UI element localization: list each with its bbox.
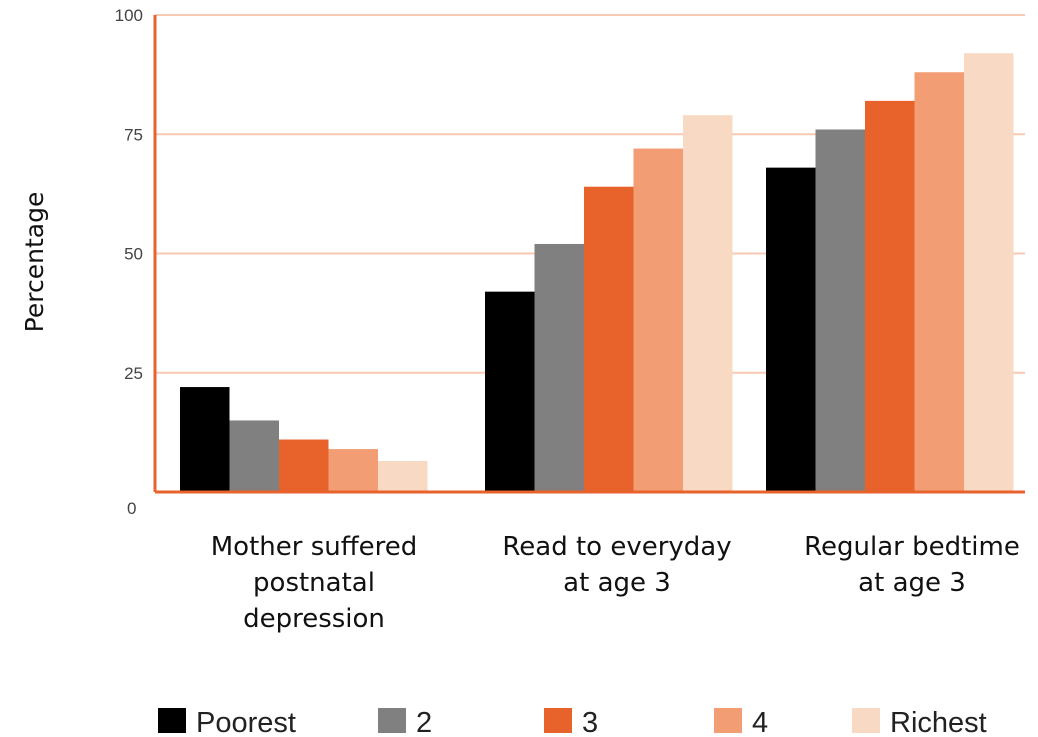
y-tick-label: 75 xyxy=(124,125,143,144)
bar xyxy=(229,420,279,492)
bar xyxy=(914,72,964,493)
axes xyxy=(153,15,1025,494)
y-tick-label: 0 xyxy=(127,499,136,518)
bar xyxy=(815,129,865,493)
legend-swatch xyxy=(544,708,572,733)
bar xyxy=(328,449,378,492)
y-tick-labels: 0 25 50 75 100 xyxy=(115,6,143,518)
legend-swatch xyxy=(714,708,742,733)
bar xyxy=(485,291,535,492)
y-axis-label: Percentage xyxy=(20,192,49,333)
bar xyxy=(633,148,683,492)
bars xyxy=(180,53,1014,493)
bar xyxy=(683,115,733,493)
category-label: Read to everyday xyxy=(502,532,731,562)
y-tick-label: 25 xyxy=(124,364,143,383)
category-label: depression xyxy=(243,604,385,634)
legend-label: 3 xyxy=(582,707,598,737)
bar xyxy=(584,186,634,492)
legend-label: Richest xyxy=(890,707,987,737)
category-label: postnatal xyxy=(253,568,375,598)
bar xyxy=(865,100,915,493)
bar xyxy=(766,167,816,492)
bar xyxy=(378,460,428,492)
bar xyxy=(279,439,329,492)
legend-label: 4 xyxy=(752,707,768,737)
category-label: Mother suffered xyxy=(211,532,418,562)
bar xyxy=(964,53,1014,492)
legend: Poorest 2 3 4 Richest xyxy=(158,707,987,737)
category-label: at age 3 xyxy=(858,568,966,598)
category-label: at age 3 xyxy=(563,568,671,598)
legend-swatch xyxy=(378,708,406,733)
bar xyxy=(180,387,230,492)
legend-label: 2 xyxy=(416,707,432,737)
legend-label: Poorest xyxy=(196,707,296,737)
bar xyxy=(534,243,584,492)
y-tick-label: 50 xyxy=(124,245,143,264)
y-tick-label: 100 xyxy=(115,6,143,25)
legend-swatch xyxy=(158,708,186,733)
category-labels: Mother suffered postnatal depression Read t… xyxy=(211,532,1020,634)
category-label: Regular bedtime xyxy=(804,532,1020,562)
legend-swatch xyxy=(852,708,880,733)
